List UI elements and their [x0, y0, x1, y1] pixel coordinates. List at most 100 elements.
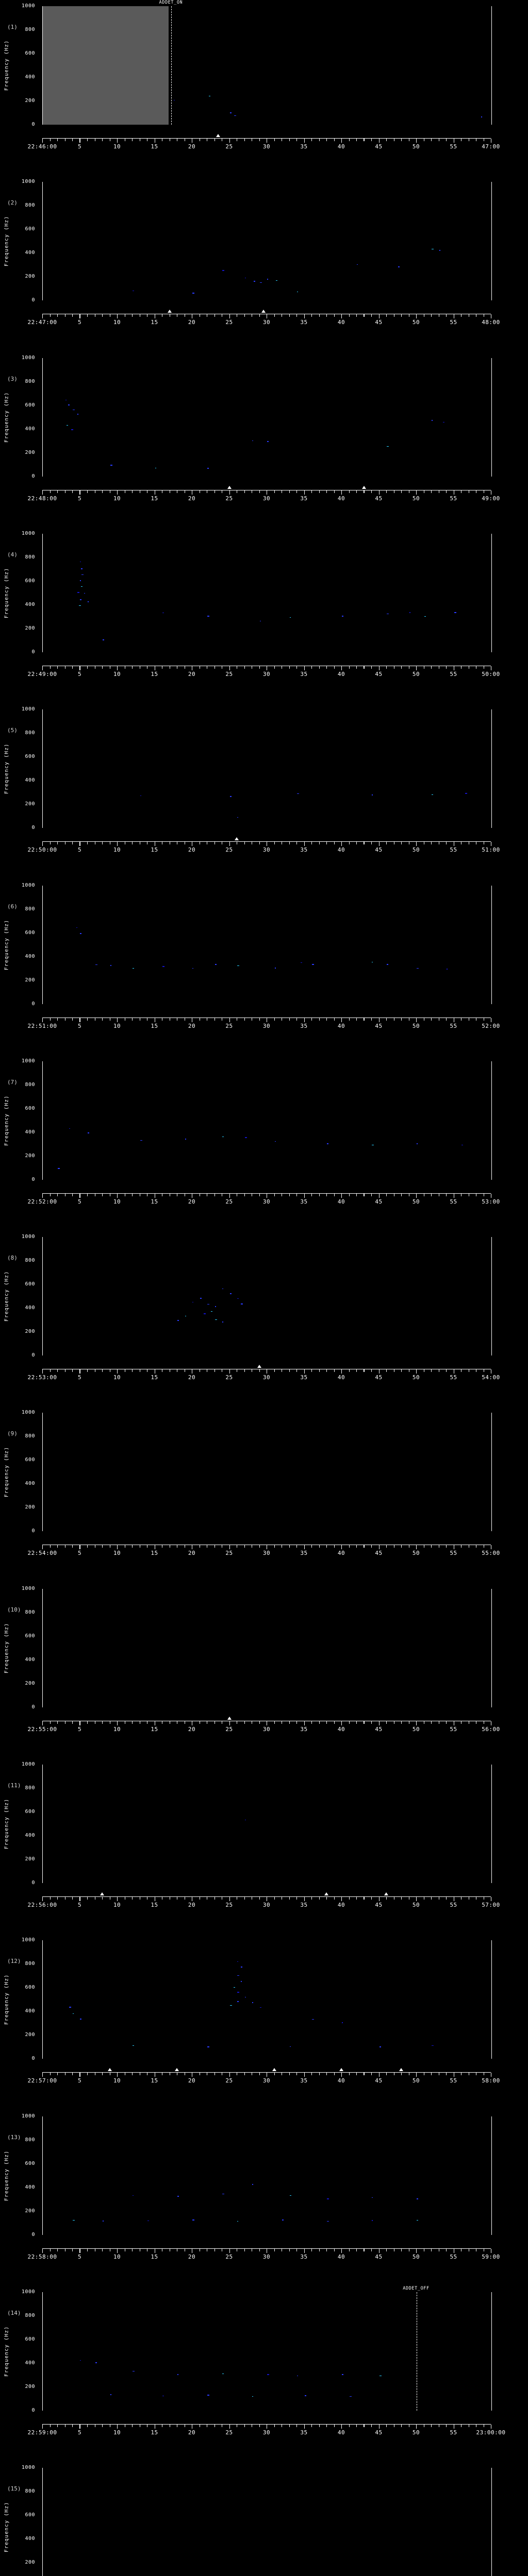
y-tick-major [42, 405, 43, 406]
x-tick-label: 30 [262, 2077, 271, 2084]
plot-area[interactable] [42, 182, 492, 301]
plot-area[interactable] [42, 1413, 492, 1532]
x-tick-minor [214, 1897, 215, 1900]
data-point [481, 116, 482, 118]
x-tick-minor [259, 1721, 260, 1724]
plot-area[interactable] [42, 533, 492, 652]
data-point [88, 1132, 89, 1134]
event-marker [384, 1892, 388, 1895]
x-tick-label: 45 [375, 2429, 383, 2436]
y-tick-label: 400 [25, 1129, 35, 1135]
x-tick-minor [289, 1897, 290, 1900]
data-point [282, 2219, 284, 2221]
y-tick-major-right [491, 709, 492, 710]
x-tick-label-end: 52:00 [482, 1022, 500, 1029]
x-tick-minor [274, 1369, 275, 1372]
plot-area[interactable] [42, 2116, 492, 2235]
y-tick-label: 600 [25, 2160, 35, 2166]
panel-9: 1000 800 600 400 200 0 Frequency (Hz) (9) 22:54:… [0, 1406, 528, 1582]
x-tick-labels: 22:54:00 5 10 15 20 25 30 35 40 45 50 55 55:00 [0, 1550, 528, 1557]
data-point [454, 612, 456, 613]
data-point [327, 1143, 328, 1144]
x-tick-minor [311, 139, 312, 141]
x-tick-label: 15 [151, 1725, 158, 1733]
data-point [76, 927, 78, 928]
x-tick-major [117, 1545, 118, 1550]
x-tick-labels: 22:58:00 5 10 15 20 25 30 35 40 45 50 55 59:00 [0, 2253, 528, 2261]
x-axis [42, 1720, 492, 1725]
x-tick-label: 10 [113, 1902, 121, 1908]
panel-number: (13) [7, 2133, 21, 2141]
x-tick-minor [72, 842, 73, 845]
plot-area[interactable] [42, 2292, 492, 2411]
plot-area[interactable] [42, 358, 492, 477]
y-tick-label: 200 [25, 98, 35, 104]
x-tick-minor [132, 842, 133, 845]
plot-area[interactable] [42, 1237, 492, 1356]
plot-area[interactable] [42, 6, 492, 125]
data-point [214, 1319, 217, 1320]
data-point [73, 2220, 75, 2221]
x-axis [42, 1896, 492, 1901]
y-tick-minor-right [491, 2223, 492, 2224]
x-tick-label: 35 [300, 2253, 308, 2260]
plot-area[interactable] [42, 1061, 492, 1180]
x-tick-label: 40 [337, 2077, 345, 2084]
x-tick-major [79, 1018, 80, 1022]
data-point [424, 616, 426, 617]
x-tick-label: 55 [450, 143, 457, 150]
x-tick-major [416, 2073, 417, 2077]
x-tick-minor [401, 314, 402, 317]
x-tick-label: 55 [450, 1550, 457, 1557]
y-tick-label: 1000 [21, 179, 35, 185]
data-point [234, 115, 237, 116]
plot-area[interactable] [42, 1588, 492, 1707]
x-tick-label: 40 [337, 1902, 345, 1908]
x-tick-minor [334, 842, 335, 845]
plot-area[interactable] [42, 885, 492, 1004]
x-tick-label-end: 56:00 [482, 1725, 500, 1733]
data-point [241, 1980, 242, 1982]
x-tick-minor [102, 1018, 103, 1021]
y-axis-title-text: Frequency (Hz) [4, 567, 10, 619]
x-tick-minor [326, 1018, 327, 1021]
x-tick-minor [356, 2248, 357, 2251]
x-tick-minor [371, 1369, 372, 1372]
data-point [301, 962, 303, 963]
x-tick-minor [334, 666, 335, 669]
plot-area[interactable] [42, 1940, 492, 2059]
x-tick-minor [349, 842, 350, 845]
y-tick-major [42, 2515, 43, 2516]
x-tick-major [378, 139, 380, 143]
x-tick-minor [401, 1018, 402, 1021]
x-tick-minor [214, 314, 215, 317]
x-tick-label: 15 [151, 143, 158, 150]
x-tick-minor [296, 2248, 298, 2251]
plot-area[interactable] [42, 1765, 492, 1883]
x-tick-minor [132, 1897, 133, 1900]
x-tick-minor [334, 2248, 335, 2251]
x-tick-minor [244, 1193, 245, 1196]
x-tick-minor [244, 1369, 245, 1372]
data-point [349, 2396, 352, 2397]
y-tick-minor [42, 640, 43, 641]
addet-off-label: ADDET_OFF [403, 2285, 430, 2291]
y-tick-minor [42, 569, 43, 570]
x-tick-minor [72, 2424, 73, 2427]
x-tick-minor [244, 139, 245, 141]
x-tick-minor [446, 139, 447, 141]
x-tick-minor [334, 139, 335, 141]
x-tick-minor [371, 139, 372, 141]
plot-area[interactable] [42, 2468, 492, 2576]
x-tick-label: 25 [225, 2077, 233, 2084]
x-tick-major [79, 314, 80, 319]
y-tick-minor [42, 1776, 43, 1777]
x-tick-minor [244, 666, 245, 669]
x-tick-minor [244, 842, 245, 845]
plot-area[interactable] [42, 709, 492, 828]
x-tick-label: 45 [375, 1902, 383, 1908]
x-tick-minor [319, 2248, 320, 2251]
x-tick-label: 5 [77, 495, 82, 502]
y-tick-major [42, 1132, 43, 1133]
x-tick-label-start: 22:46:00 [27, 143, 57, 150]
